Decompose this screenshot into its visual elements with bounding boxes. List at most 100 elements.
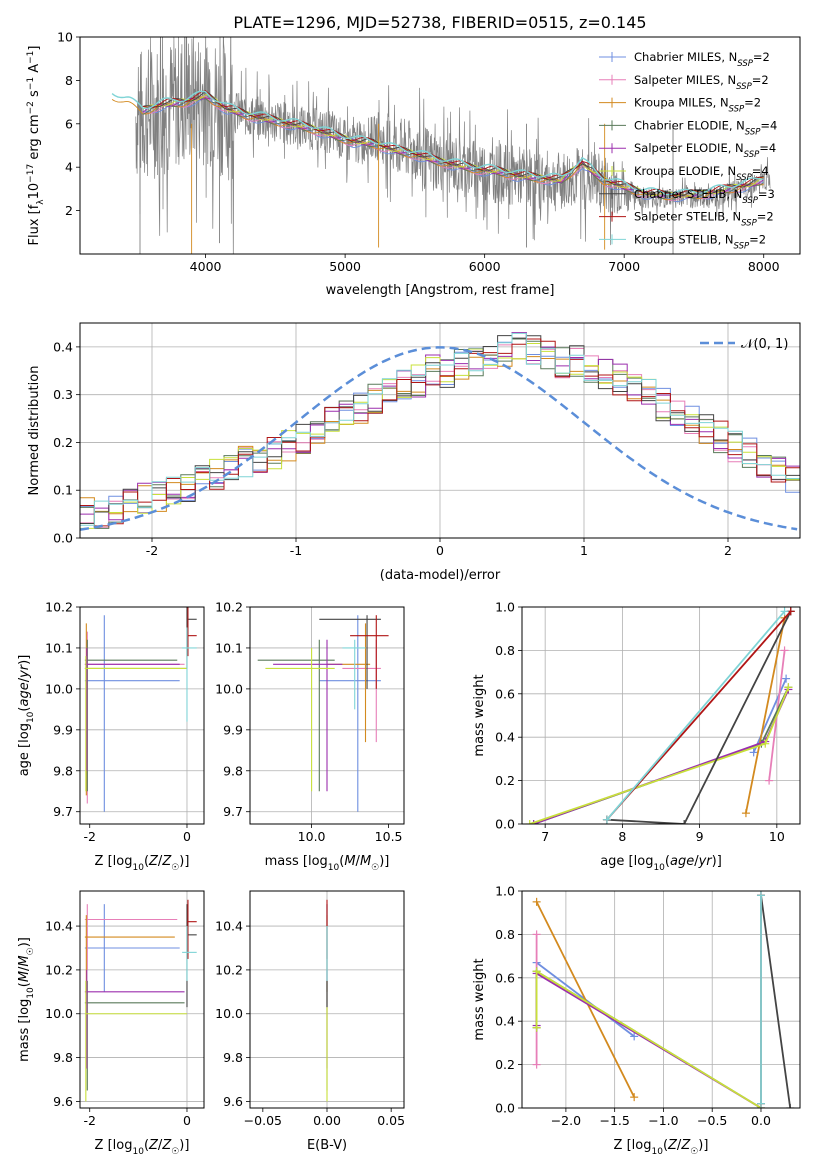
model-line-kroupa-miles — [111, 96, 764, 201]
label-part: mass [log — [265, 854, 328, 869]
y-tick-label: 8 — [65, 73, 73, 88]
legend-text: Salpeter MILES, N — [634, 73, 736, 87]
y-tick-label: 10 — [57, 30, 73, 45]
x-tick-label: 8 — [618, 829, 626, 844]
spectrum-axes: 4000 5000 6000 7000 8000 2 4 6 8 10 — [57, 30, 780, 275]
y-tick-label: 9.7 — [223, 804, 243, 819]
y-tick-label: 9.8 — [223, 1050, 243, 1065]
legend-tail: =4 — [759, 141, 776, 155]
y-tick-label: 1.0 — [495, 884, 515, 899]
x-tick-label: 4000 — [190, 259, 222, 274]
spectrum-frame — [79, 36, 801, 255]
normal-curve-line — [80, 346, 798, 531]
x-tick-label: −0.05 — [244, 1113, 282, 1128]
histogram-salpeter-stelib — [80, 338, 800, 527]
age_vs_Z-x-axis-label: Z [log10(Z/Z☉)] — [95, 854, 190, 873]
label-part: Z — [148, 854, 159, 869]
x-tick-label: 9 — [696, 829, 704, 844]
x-tick-label: 0 — [183, 1113, 191, 1128]
y-tick-label: 10.2 — [45, 962, 73, 977]
label-part: )] — [179, 854, 189, 869]
label-part: )] — [17, 937, 32, 947]
legend-entry: Salpeter ELODIE, NSSP=4 — [634, 141, 776, 160]
y-tick-label: 9.7 — [53, 804, 73, 819]
y-tick-label: 0.0 — [495, 1101, 515, 1116]
legend-entry: Chabrier STELIB, NSSP=3 — [634, 187, 775, 206]
y-tick-label: 10.2 — [45, 600, 73, 615]
label-part: A — [27, 64, 42, 77]
label-part: M — [360, 854, 371, 869]
y-tick-label: 9.8 — [223, 763, 243, 778]
y-tick-label: 0.1 — [53, 483, 73, 498]
y-tick-label: 9.8 — [53, 763, 73, 778]
x-tick-label: 8000 — [748, 259, 780, 274]
weight-line-kroupa-miles — [535, 901, 636, 1098]
legend-entry: Salpeter STELIB, NSSP=2 — [634, 210, 774, 229]
x-tick-label: -2 — [83, 1113, 95, 1128]
x-tick-label: 5000 — [329, 259, 361, 274]
x-tick-label: 1 — [580, 543, 588, 558]
legend-sub: SSP — [742, 196, 758, 206]
label-part: )] — [698, 1138, 708, 1153]
y-tick-label: 10.1 — [215, 640, 243, 655]
label-part: ( — [663, 1138, 668, 1153]
massweight_vs_Z-frame — [521, 890, 801, 1109]
histogram-kroupa-stelib — [80, 332, 800, 526]
legend-normal-label: 𝒩(0, 1) — [741, 337, 788, 352]
legend-text: Salpeter STELIB, N — [634, 210, 741, 224]
label-part: −1 — [26, 51, 36, 64]
mass_vs_EBV-x-axis-label: E(B-V) — [307, 1138, 347, 1153]
label-part: age — [670, 854, 694, 869]
x-tick-label: 10.0 — [298, 829, 326, 844]
legend-sub: SSP — [745, 127, 761, 137]
legend-entry: Kroupa STELIB, NSSP=2 — [634, 232, 766, 251]
legend-tail: =2 — [753, 50, 770, 64]
label-part: age — [17, 682, 32, 706]
massweight_vs_age-plot-area — [525, 607, 795, 824]
label-part: 10 — [27, 183, 42, 200]
label-part: 10 — [26, 987, 36, 999]
legend-sub: SSP — [736, 82, 752, 92]
label-part: −2 — [26, 101, 36, 114]
legend-entry: Salpeter MILES, NSSP=2 — [634, 73, 769, 92]
legend-text: Kroupa MILES, N — [634, 96, 729, 110]
y-tick-label: 10.1 — [45, 640, 73, 655]
residuals-frame — [79, 322, 801, 539]
massweight_vs_Z-plot-area — [532, 891, 795, 1108]
spectrum-y-axis-label: Flux [fλ10−17 erg cm−2 s−1 A−1] — [26, 46, 46, 246]
label-part: erg cm — [27, 114, 42, 163]
label-part: 10 — [132, 863, 144, 873]
massweight_vs_age-y-axis-label: mass weight — [472, 674, 487, 756]
residuals-plot-area — [80, 332, 800, 531]
mass_vs_Z-y-axis-label: mass [log10(M/M☉)] — [17, 937, 36, 1062]
label-part: ( — [339, 854, 344, 869]
legend-text: Chabrier ELODIE, N — [634, 118, 745, 132]
label-part: Z — [680, 1138, 691, 1153]
y-tick-label: 9.8 — [53, 1050, 73, 1065]
y-tick-label: 0.3 — [53, 387, 73, 402]
label-part: 10 — [26, 711, 36, 723]
y-tick-label: 0.4 — [53, 339, 73, 354]
x-tick-label: 10 — [769, 829, 785, 844]
y-tick-label: 6 — [65, 116, 73, 131]
legend-sub: SSP — [741, 219, 757, 229]
legend-tail: =4 — [752, 164, 769, 178]
label-part: −17 — [26, 164, 36, 183]
histogram-chabrier-stelib — [80, 335, 800, 524]
residuals-y-axis-label: Normed distribution — [27, 366, 42, 496]
label-part: ( — [17, 707, 32, 712]
label-part: ☉ — [371, 863, 379, 873]
legend-sub: SSP — [736, 173, 752, 183]
x-tick-label: 6000 — [469, 259, 501, 274]
spectrum-x-axis-label: wavelength [Angstrom, rest frame] — [326, 283, 555, 298]
label-part: s — [27, 90, 42, 101]
legend-tail: =3 — [758, 187, 775, 201]
massweight_vs_Z-y-axis-label: mass weight — [472, 958, 487, 1040]
label-part: yr — [698, 854, 714, 869]
label-part: 10 — [651, 1147, 663, 1157]
weight-line-kroupa-stelib — [606, 610, 786, 821]
y-tick-label: 0.6 — [495, 970, 515, 985]
label-part: λ — [36, 199, 46, 205]
label-part: ( — [665, 854, 670, 869]
label-part: ( — [144, 854, 149, 869]
